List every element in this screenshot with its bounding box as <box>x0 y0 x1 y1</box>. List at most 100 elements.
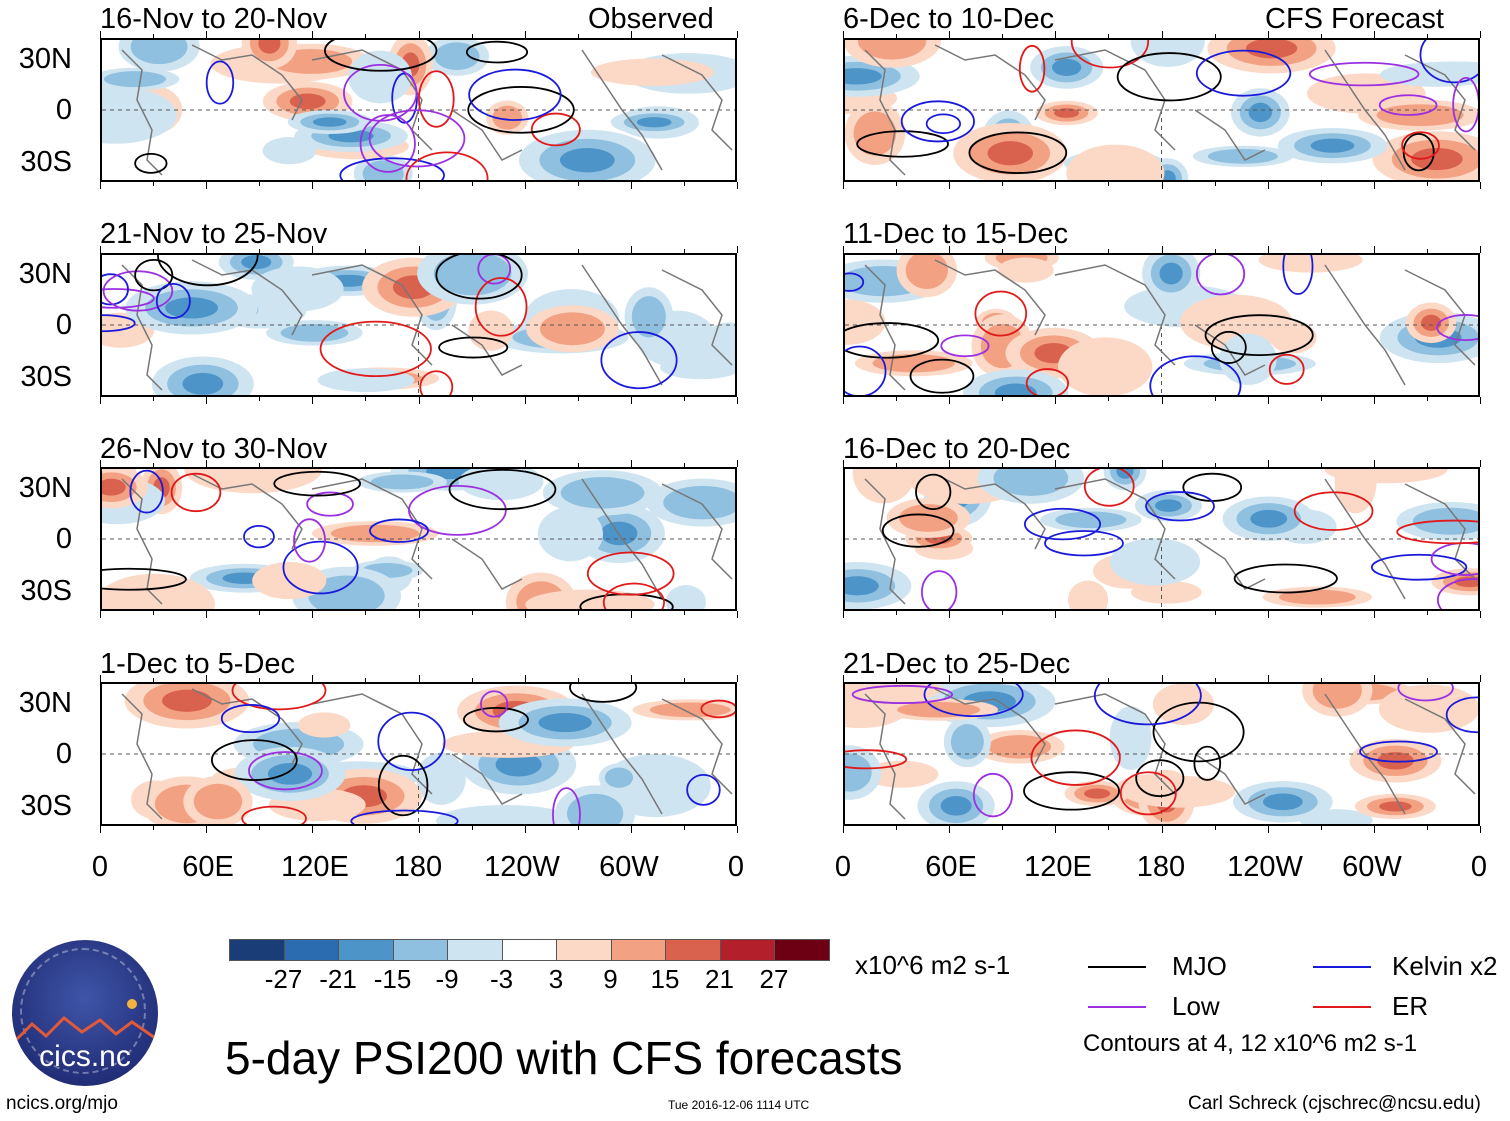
axis-tick <box>1002 249 1004 253</box>
wave-contour <box>1018 44 1046 93</box>
wave-contour <box>319 320 432 378</box>
colorbar-cell <box>610 939 666 961</box>
wave-contour <box>306 491 354 517</box>
axis-tick <box>524 397 526 404</box>
wave-contour <box>377 754 429 817</box>
axis-tick <box>365 611 367 615</box>
negative-anomaly <box>348 50 412 104</box>
wave-contour <box>1116 52 1222 102</box>
axis-tick <box>312 826 314 833</box>
coastline <box>191 473 303 550</box>
axis-tick <box>365 397 367 401</box>
axis-tick <box>1108 182 1110 186</box>
negative-anomaly <box>1109 538 1201 586</box>
wave-contour <box>1135 759 1185 798</box>
wave-contour <box>1233 563 1338 594</box>
coastline <box>1054 49 1176 151</box>
axis-tick <box>1320 678 1322 682</box>
coastline <box>121 478 163 605</box>
positive-anomaly <box>492 105 523 130</box>
wave-contour <box>851 684 954 704</box>
wave-contour <box>205 60 235 105</box>
wave-contour <box>210 739 298 781</box>
axis-tick <box>418 460 420 467</box>
coastline <box>1324 693 1406 815</box>
negative-anomaly <box>308 575 385 609</box>
axis-tick <box>1055 182 1057 189</box>
colorbar-cell <box>392 939 448 961</box>
axis-tick <box>737 826 738 833</box>
wave-contour <box>881 513 955 548</box>
wave-contour <box>845 749 908 770</box>
wave-contour <box>377 711 446 772</box>
legend-label-low: Low <box>1172 991 1220 1021</box>
axis-tick <box>737 31 738 38</box>
axis-tick <box>949 675 951 682</box>
wave-contour <box>686 773 721 806</box>
footer-link[interactable]: ncics.org/mjo <box>6 1093 118 1114</box>
legend-line-er <box>1313 1006 1371 1008</box>
axis-tick <box>471 611 473 615</box>
axis-tick <box>259 397 261 401</box>
negative-anomaly <box>1052 58 1082 76</box>
axis-tick <box>1161 675 1163 682</box>
wave-contour <box>845 345 887 395</box>
coastline <box>1404 698 1476 795</box>
negative-anomaly <box>435 804 575 824</box>
negative-anomaly <box>262 137 317 165</box>
axis-tick <box>1002 678 1004 682</box>
colorbar-cell <box>229 939 285 961</box>
axis-tick <box>100 31 101 38</box>
negative-anomaly <box>433 255 512 296</box>
footer-timestamp: Tue 2016-12-06 1114 UTC <box>668 1098 810 1112</box>
axis-tick <box>1426 182 1428 186</box>
wave-contour <box>586 551 675 596</box>
axis-tick <box>1373 182 1375 189</box>
axis-tick <box>418 31 420 38</box>
wave-contour <box>435 255 523 300</box>
axis-tick <box>896 463 898 467</box>
positive-anomaly <box>997 257 1054 283</box>
axis-tick <box>1055 397 1057 404</box>
wave-contour <box>220 703 281 734</box>
colorbar-cell <box>556 939 612 961</box>
axis-tick <box>206 397 208 404</box>
axis-tick <box>1161 611 1163 618</box>
wave-contour <box>1268 353 1305 385</box>
axis-tick <box>259 249 261 253</box>
legend-label-er: ER <box>1392 991 1429 1021</box>
axis-tick <box>577 249 579 253</box>
colorbar-tick-label: -9 <box>435 964 459 994</box>
map-panel-4 <box>100 682 737 826</box>
colorbar-cell <box>338 939 394 961</box>
axis-tick <box>1108 397 1110 401</box>
logo-mountain-icon <box>12 1016 158 1046</box>
wave-contour <box>1030 729 1121 786</box>
lon-label-left-120w: 120W <box>484 851 560 883</box>
colorbar-cell <box>719 939 775 961</box>
negative-anomaly <box>1248 102 1273 123</box>
axis-tick <box>418 246 420 253</box>
negative-anomaly <box>559 148 615 173</box>
coastline <box>311 693 433 795</box>
lon-label-left-0-end: 0 <box>727 851 745 883</box>
positive-anomaly <box>330 524 420 543</box>
map-panel-3 <box>100 467 737 611</box>
positive-anomaly <box>1130 580 1202 604</box>
axis-tick <box>524 826 526 833</box>
lat-label-30n: 30N <box>18 472 72 504</box>
axis-tick <box>577 678 579 682</box>
wave-contour <box>1195 49 1292 97</box>
axis-tick <box>365 826 367 830</box>
axis-tick <box>1373 397 1375 404</box>
axis-tick <box>1108 826 1110 830</box>
lat-label-0: 0 <box>55 738 72 770</box>
wave-contour <box>1401 131 1440 160</box>
axis-tick <box>259 678 261 682</box>
positive-anomaly <box>1054 108 1080 118</box>
negative-anomaly <box>458 469 544 501</box>
map-panel-8 <box>843 682 1480 826</box>
wave-contour <box>282 540 359 595</box>
axis-tick <box>524 182 526 189</box>
axis-tick <box>1161 397 1163 404</box>
